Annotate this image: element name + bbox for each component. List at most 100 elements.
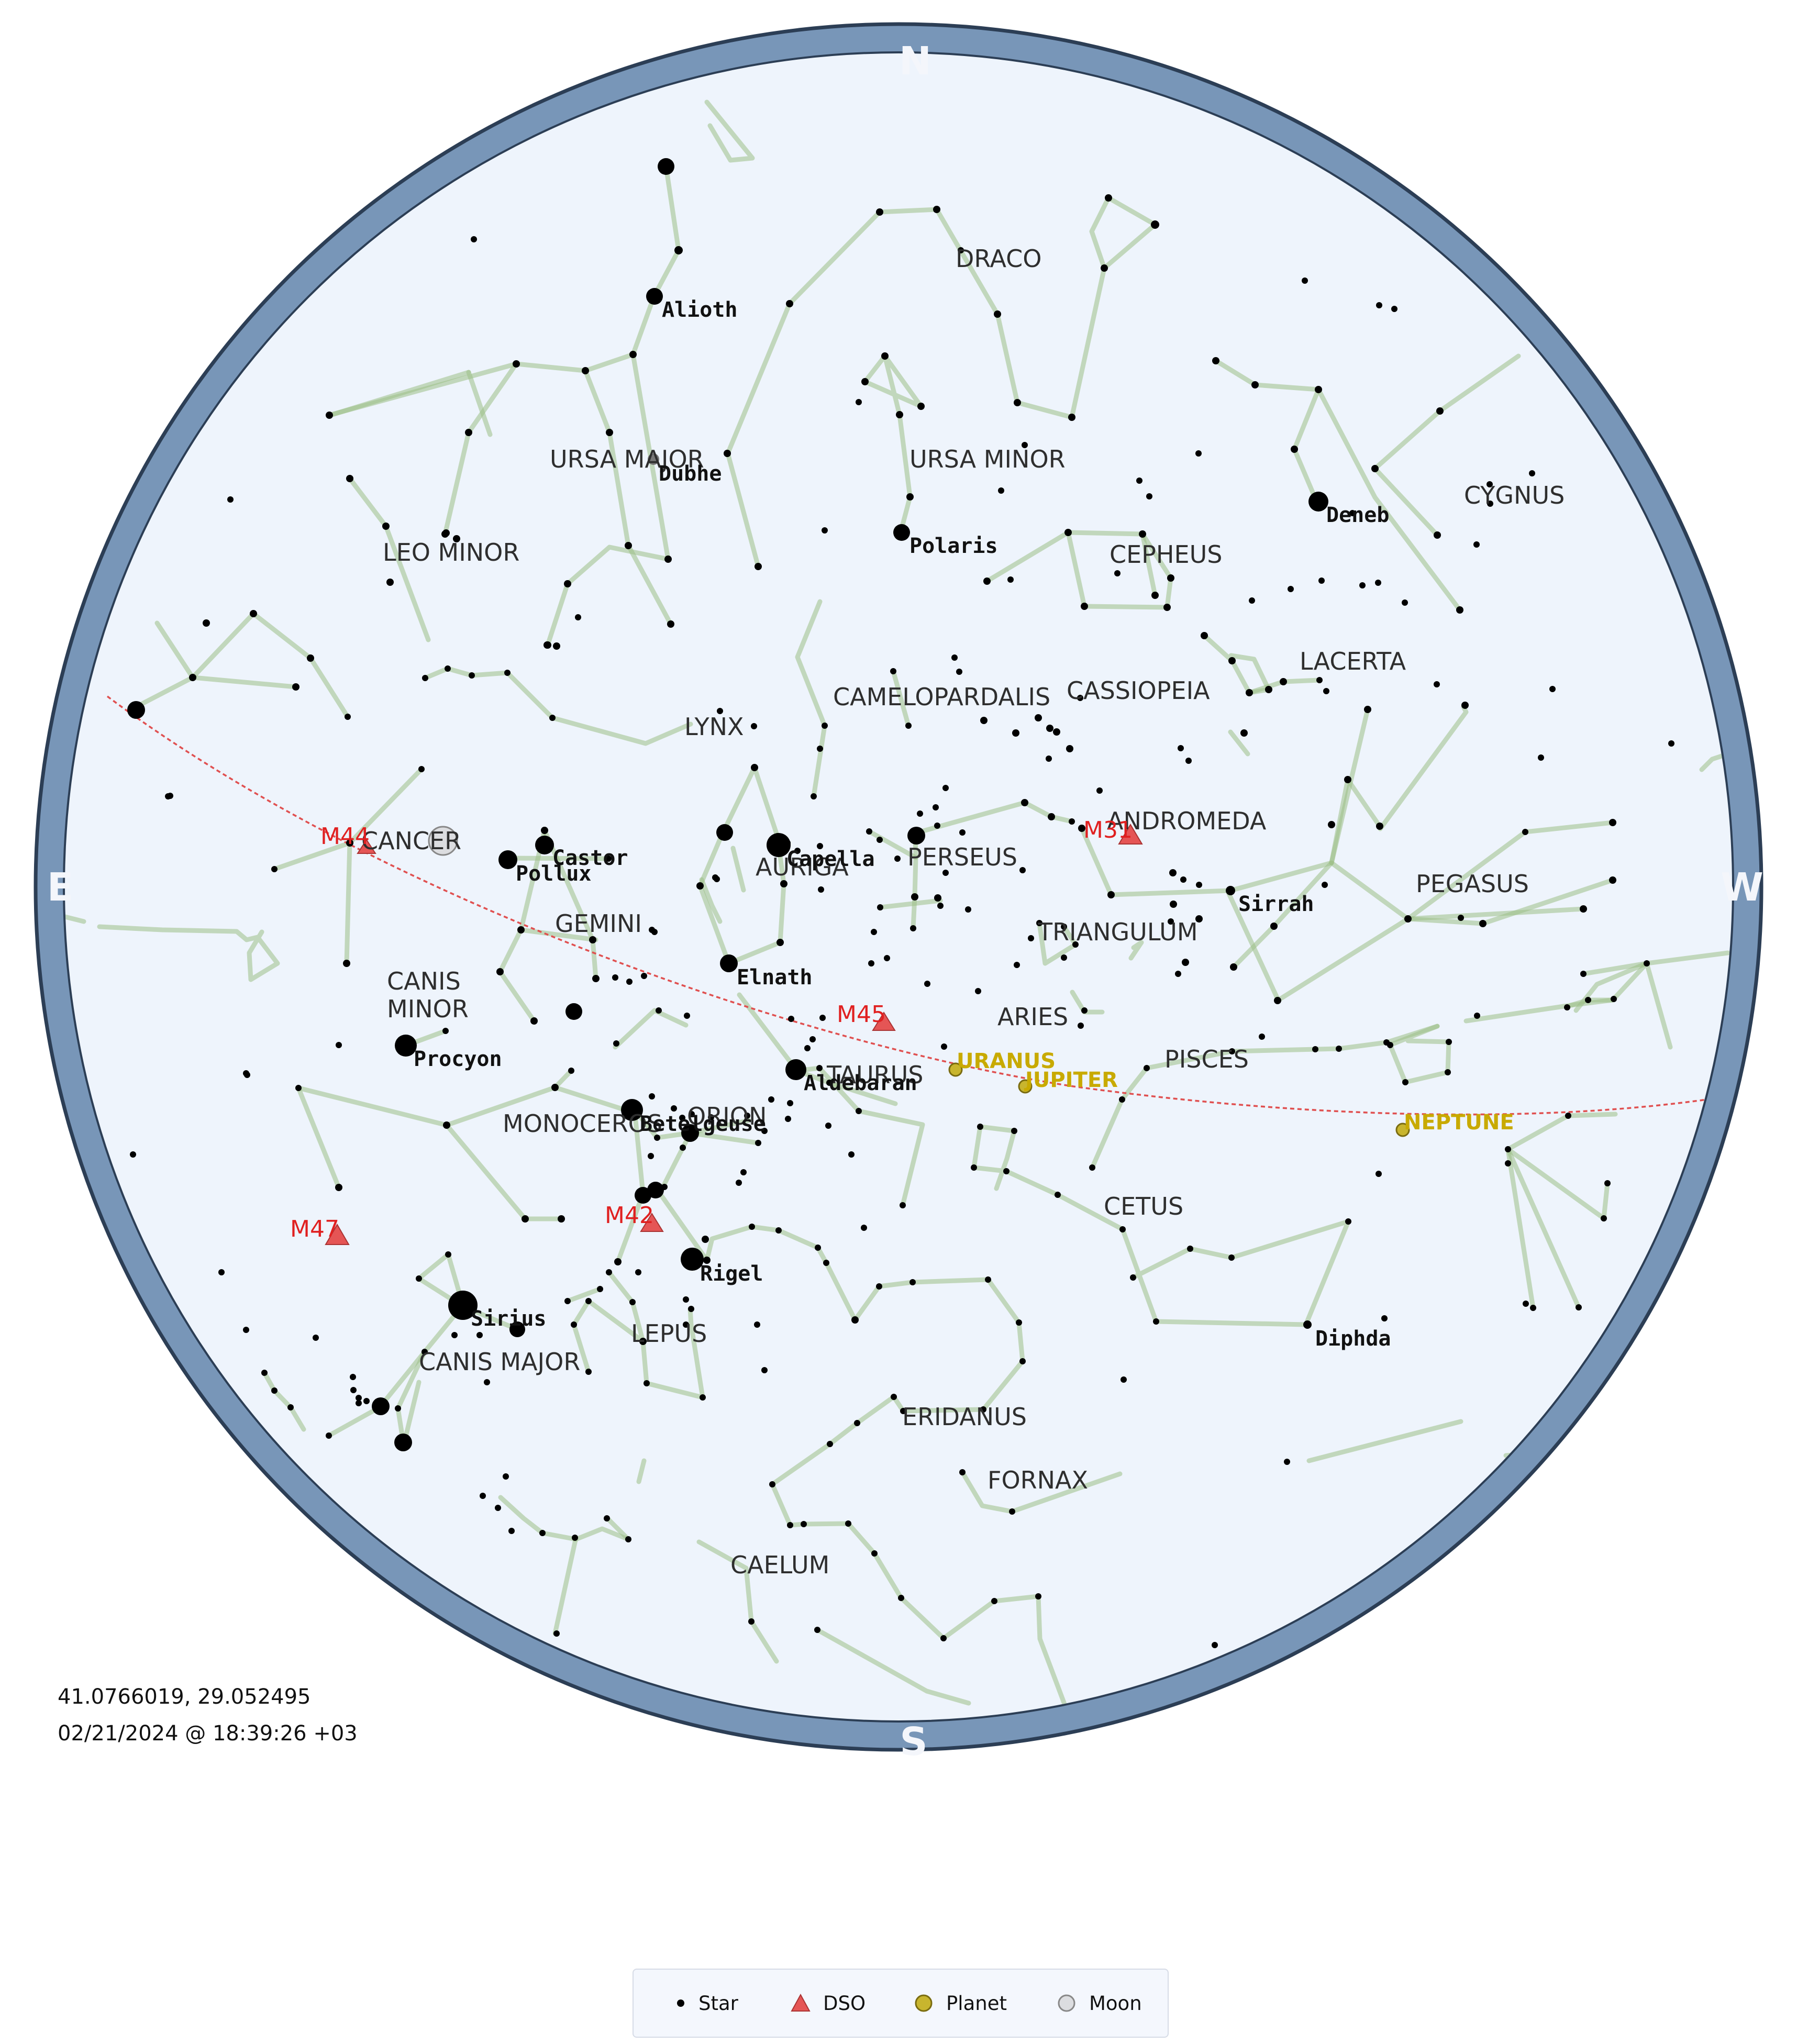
planet-label: NEPTUNE: [1404, 1110, 1514, 1135]
constellation-label: ARIES: [997, 1003, 1068, 1031]
planet-label: JUPITER: [1024, 1068, 1118, 1092]
constellation-label: CANIS MINOR: [387, 967, 469, 1023]
legend-item-dso: DSO: [791, 1970, 866, 2037]
legend-label: Star: [698, 1992, 738, 2015]
legend-label: DSO: [823, 1992, 866, 2015]
star-pollux[interactable]: [498, 850, 517, 869]
constellation-label: CETUS: [1104, 1192, 1183, 1220]
constellation-label: PEGASUS: [1416, 870, 1529, 898]
star-bright-2: [127, 701, 145, 719]
dso-m44-marker[interactable]: [357, 839, 376, 854]
constellation-label: MONOCEROS: [503, 1109, 662, 1138]
planet-uranus-marker[interactable]: [948, 1062, 963, 1077]
star-label: Capella: [786, 847, 875, 871]
star-bright-3: [716, 824, 733, 841]
cardinal-east: E: [47, 865, 74, 910]
constellation-label: ANDROMEDA: [1107, 807, 1267, 835]
field-stars: [130, 194, 1674, 1648]
star-deneb[interactable]: [1308, 492, 1328, 512]
legend-label: Planet: [946, 1992, 1007, 2015]
star-label: Diphda: [1315, 1327, 1391, 1351]
star-capella[interactable]: [767, 833, 791, 857]
star-castor[interactable]: [535, 836, 554, 854]
constellation-label: ORION: [687, 1102, 767, 1130]
star-elnath[interactable]: [720, 954, 738, 972]
star-label: Aldebaran: [804, 1071, 917, 1095]
constellation-label: TAURUS: [826, 1061, 924, 1089]
star-polaris[interactable]: [893, 524, 910, 541]
dso-m31-marker[interactable]: [1118, 824, 1143, 845]
star-alioth[interactable]: [646, 288, 663, 305]
dso-label: M42: [605, 1202, 654, 1229]
star-label: Castor: [552, 846, 628, 870]
observation-datetime: 02/21/2024 @ 18:39:26 +03: [58, 1721, 358, 1746]
planet-circle-icon: [915, 1994, 933, 2012]
star-bright-11: [394, 1434, 412, 1451]
dso-m47-marker[interactable]: [325, 1224, 350, 1245]
star-label: Rigel: [700, 1262, 763, 1286]
star-bright-10: [372, 1397, 390, 1415]
moon-marker[interactable]: [428, 826, 458, 856]
star-labels: Alioth Dubhe Polaris Deneb Castor Pollux…: [414, 298, 1391, 1351]
constellation-label: DRACO: [956, 245, 1042, 273]
sky-chart: DRACO URSA MAJOR URSA MINOR CYGNUS LEO M…: [34, 22, 1763, 1764]
dso-m42-marker[interactable]: [640, 1213, 664, 1232]
star-bright-1: [658, 158, 674, 175]
constellation-label: LACERTA: [1300, 647, 1406, 675]
cardinal-labels: N S E W: [47, 39, 1763, 1764]
named-stars: [127, 158, 1328, 1451]
dso-markers: [325, 824, 1143, 1245]
star-dubhe[interactable]: [648, 453, 659, 465]
constellation-label: CANIS MAJOR: [419, 1348, 580, 1376]
constellation-label: PISCES: [1164, 1045, 1249, 1073]
star-sirrah[interactable]: [1226, 886, 1235, 895]
triangle-icon: [791, 1994, 811, 2012]
constellation-label-line: MINOR: [387, 995, 469, 1023]
constellation-label: URSA MAJOR: [550, 445, 704, 473]
star-betelgeuse[interactable]: [621, 1099, 643, 1121]
star-sirius[interactable]: [448, 1291, 478, 1320]
planet-markers: [948, 1062, 1410, 1137]
star-label: Sirrah: [1238, 892, 1314, 916]
cardinal-south: S: [900, 1719, 927, 1764]
star-label: Dubhe: [659, 462, 722, 486]
star-dot-icon: [677, 1999, 684, 2007]
constellation-label: LEPUS: [631, 1319, 707, 1348]
star-bright-6: [681, 1124, 699, 1142]
cardinal-north: N: [899, 39, 931, 84]
planet-labels: URANUS JUPITER NEPTUNE: [957, 1049, 1514, 1135]
dso-label: M44: [320, 823, 370, 850]
constellation-label: CYGNUS: [1464, 481, 1565, 509]
constellation-label: GEMINI: [555, 909, 642, 938]
constellation-label: FORNAX: [988, 1466, 1088, 1494]
planet-neptune-marker[interactable]: [1395, 1123, 1410, 1137]
location-coordinates: 41.0766019, 29.052495: [58, 1685, 311, 1709]
star-label: Procyon: [414, 1047, 502, 1071]
constellation-label: CANCER: [361, 827, 461, 855]
constellation-label: PERSEUS: [907, 843, 1017, 871]
legend-item-planet: Planet: [914, 1970, 1007, 2037]
star-diphda[interactable]: [1303, 1320, 1312, 1329]
dso-m45-marker[interactable]: [872, 1012, 896, 1031]
constellation-label: URSA MINOR: [909, 445, 1066, 473]
constellation-label: TRIANGULUM: [1037, 918, 1198, 946]
star-label: Betelgeuse: [640, 1112, 766, 1136]
constellation-label-line: CANIS: [387, 967, 461, 995]
ecliptic-line: [106, 695, 1707, 1116]
constellation-label: CEPHEUS: [1110, 540, 1222, 569]
star-label: Pollux: [516, 862, 592, 886]
constellation-label: ERIDANUS: [902, 1403, 1027, 1431]
star-bright-7: [635, 1187, 651, 1204]
constellation-label: LYNX: [684, 713, 744, 741]
star-label: Elnath: [737, 965, 813, 990]
planet-jupiter-marker[interactable]: [1018, 1079, 1033, 1094]
dso-label: M45: [837, 1001, 886, 1028]
constellation-label: CAELUM: [730, 1551, 829, 1579]
star-procyon[interactable]: [395, 1035, 417, 1057]
star-label: Polaris: [909, 534, 998, 558]
star-rigel[interactable]: [681, 1248, 704, 1271]
planet-label: URANUS: [957, 1049, 1056, 1073]
legend: Star DSO Planet Moon: [633, 1969, 1169, 2038]
star-aldebaran[interactable]: [785, 1059, 806, 1080]
cardinal-west: W: [1721, 865, 1763, 910]
